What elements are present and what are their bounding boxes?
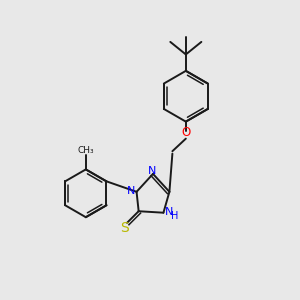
Text: H: H — [171, 211, 178, 221]
Text: N: N — [165, 207, 173, 217]
Text: N: N — [127, 186, 135, 196]
Text: N: N — [148, 166, 156, 176]
Text: CH₃: CH₃ — [77, 146, 94, 155]
Text: S: S — [120, 221, 129, 235]
Text: O: O — [181, 126, 190, 139]
